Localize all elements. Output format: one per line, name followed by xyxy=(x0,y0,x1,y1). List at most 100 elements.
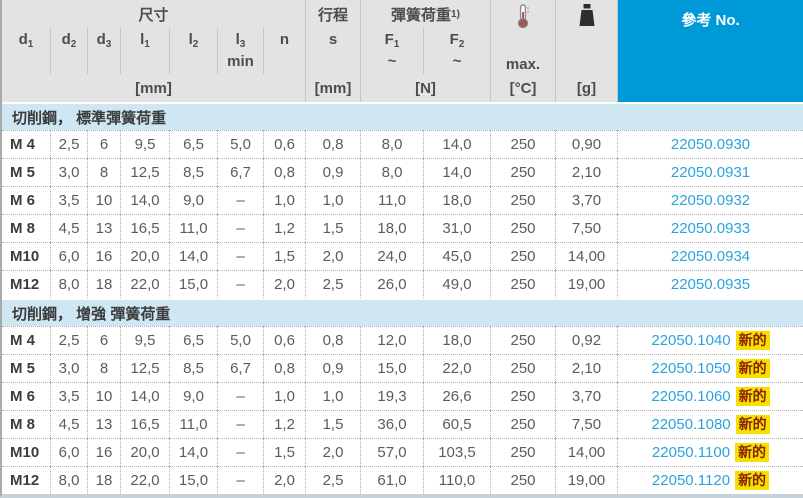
cell-d2: 6,0 xyxy=(50,438,87,466)
cell-d2: 2,5 xyxy=(50,326,87,354)
cell-d2: 4,5 xyxy=(50,410,87,438)
temp-max-label: max. xyxy=(490,28,555,74)
cell-f2: 110,0 xyxy=(423,466,490,494)
cell-ref: 22050.1120 新的 xyxy=(617,466,803,494)
cell-f1: 19,3 xyxy=(360,382,423,410)
cell-d2: 3,0 xyxy=(50,158,87,186)
cell-tmax: 250 xyxy=(490,466,555,494)
dims-unit: [mm] xyxy=(2,74,305,102)
cell-f1: 8,0 xyxy=(360,130,423,158)
spring-load-header: 彈簧荷重 1) xyxy=(360,0,490,28)
section-band: 切削鋼， 增強 彈簧荷重 xyxy=(2,298,803,326)
cell-f2: 49,0 xyxy=(423,270,490,298)
reference-number-link[interactable]: 22050.0935 xyxy=(670,276,751,293)
reference-number-link[interactable]: 22050.0933 xyxy=(670,220,751,237)
thread-size-cell: M12 xyxy=(2,270,50,298)
cell-s: 2,0 xyxy=(305,438,360,466)
cell-f1: 18,0 xyxy=(360,214,423,242)
cell-n: 2,0 xyxy=(263,270,305,298)
cell-s: 2,5 xyxy=(305,270,360,298)
cell-d3: 10 xyxy=(87,186,120,214)
cell-tmax: 250 xyxy=(490,382,555,410)
cell-l2: 14,0 xyxy=(169,242,217,270)
cell-tmax: 250 xyxy=(490,270,555,298)
cell-n: 1,0 xyxy=(263,382,305,410)
thermometer-icon xyxy=(516,4,530,33)
cell-d2: 2,5 xyxy=(50,130,87,158)
reference-number-link[interactable]: 22050.0932 xyxy=(670,192,751,209)
thread-size-cell: M 6 xyxy=(2,382,50,410)
cell-l2: 9,0 xyxy=(169,186,217,214)
cell-l3: 5,0 xyxy=(217,326,263,354)
cell-f2: 45,0 xyxy=(423,242,490,270)
cell-d2: 8,0 xyxy=(50,466,87,494)
cell-weight: 19,00 xyxy=(555,270,617,298)
dimensions-group-header: 尺寸 xyxy=(2,0,305,28)
reference-number-link[interactable]: 22050.1120 xyxy=(651,472,731,489)
cell-s: 0,9 xyxy=(305,158,360,186)
col-header-l3-min: l3 min xyxy=(217,28,263,74)
stroke-unit: [mm] xyxy=(305,74,360,102)
spring-unit: [N] xyxy=(360,74,490,102)
cell-l3: – xyxy=(217,214,263,242)
cell-s: 2,0 xyxy=(305,242,360,270)
cell-ref: 22050.0932 xyxy=(617,186,803,214)
cell-tmax: 250 xyxy=(490,438,555,466)
cell-f2: 18,0 xyxy=(423,326,490,354)
spring-load-title: 彈簧荷重 xyxy=(391,6,452,24)
cell-ref: 22050.1060 新的 xyxy=(617,382,803,410)
cell-n: 1,5 xyxy=(263,438,305,466)
reference-number-link[interactable]: 22050.1060 xyxy=(651,388,731,405)
cell-s: 1,0 xyxy=(305,382,360,410)
cell-l3: 5,0 xyxy=(217,130,263,158)
new-badge: 新的 xyxy=(735,387,770,406)
cell-weight: 14,00 xyxy=(555,242,617,270)
reference-number-link[interactable]: 22050.0931 xyxy=(670,164,751,181)
cell-f2: 22,0 xyxy=(423,354,490,382)
new-badge: 新的 xyxy=(735,359,770,378)
reference-number-link[interactable]: 22050.1040 xyxy=(651,332,731,349)
cell-ref: 22050.0934 xyxy=(617,242,803,270)
col-header-f1: F1 ~ xyxy=(360,28,423,74)
header-filler xyxy=(555,28,617,74)
cell-l1: 22,0 xyxy=(120,466,169,494)
cell-f1: 24,0 xyxy=(360,242,423,270)
stroke-header: 行程 xyxy=(305,0,360,28)
cell-l2: 15,0 xyxy=(169,270,217,298)
cell-f2: 103,5 xyxy=(423,438,490,466)
cell-f1: 61,0 xyxy=(360,466,423,494)
reference-number-link[interactable]: 22050.0930 xyxy=(670,136,751,153)
reference-number-link[interactable]: 22050.1100 xyxy=(651,444,731,461)
cell-f1: 12,0 xyxy=(360,326,423,354)
cell-d3: 13 xyxy=(87,410,120,438)
cell-n: 1,0 xyxy=(263,186,305,214)
cell-ref: 22050.0933 xyxy=(617,214,803,242)
cell-f1: 36,0 xyxy=(360,410,423,438)
cell-l1: 14,0 xyxy=(120,186,169,214)
cell-l3: – xyxy=(217,438,263,466)
reference-number-link[interactable]: 22050.1080 xyxy=(651,416,731,433)
new-badge: 新的 xyxy=(735,471,770,490)
cell-tmax: 250 xyxy=(490,326,555,354)
reference-number-link[interactable]: 22050.0934 xyxy=(670,248,751,265)
cell-tmax: 250 xyxy=(490,242,555,270)
cell-f2: 14,0 xyxy=(423,130,490,158)
col-header-n: n xyxy=(263,28,305,74)
footnote-marker: 1) xyxy=(451,8,460,20)
cell-tmax: 250 xyxy=(490,158,555,186)
thread-size-cell: M 6 xyxy=(2,186,50,214)
cell-l3: – xyxy=(217,382,263,410)
cell-n: 0,6 xyxy=(263,130,305,158)
thread-size-cell: M10 xyxy=(2,438,50,466)
cell-d3: 6 xyxy=(87,130,120,158)
cell-l1: 14,0 xyxy=(120,382,169,410)
new-badge: 新的 xyxy=(735,331,770,350)
cell-f2: 26,6 xyxy=(423,382,490,410)
col-header-d3: d3 xyxy=(87,28,120,74)
cell-d3: 8 xyxy=(87,158,120,186)
reference-number-link[interactable]: 22050.1050 xyxy=(651,360,731,377)
cell-f1: 26,0 xyxy=(360,270,423,298)
cell-n: 1,5 xyxy=(263,242,305,270)
cell-s: 1,5 xyxy=(305,410,360,438)
cell-l2: 11,0 xyxy=(169,410,217,438)
